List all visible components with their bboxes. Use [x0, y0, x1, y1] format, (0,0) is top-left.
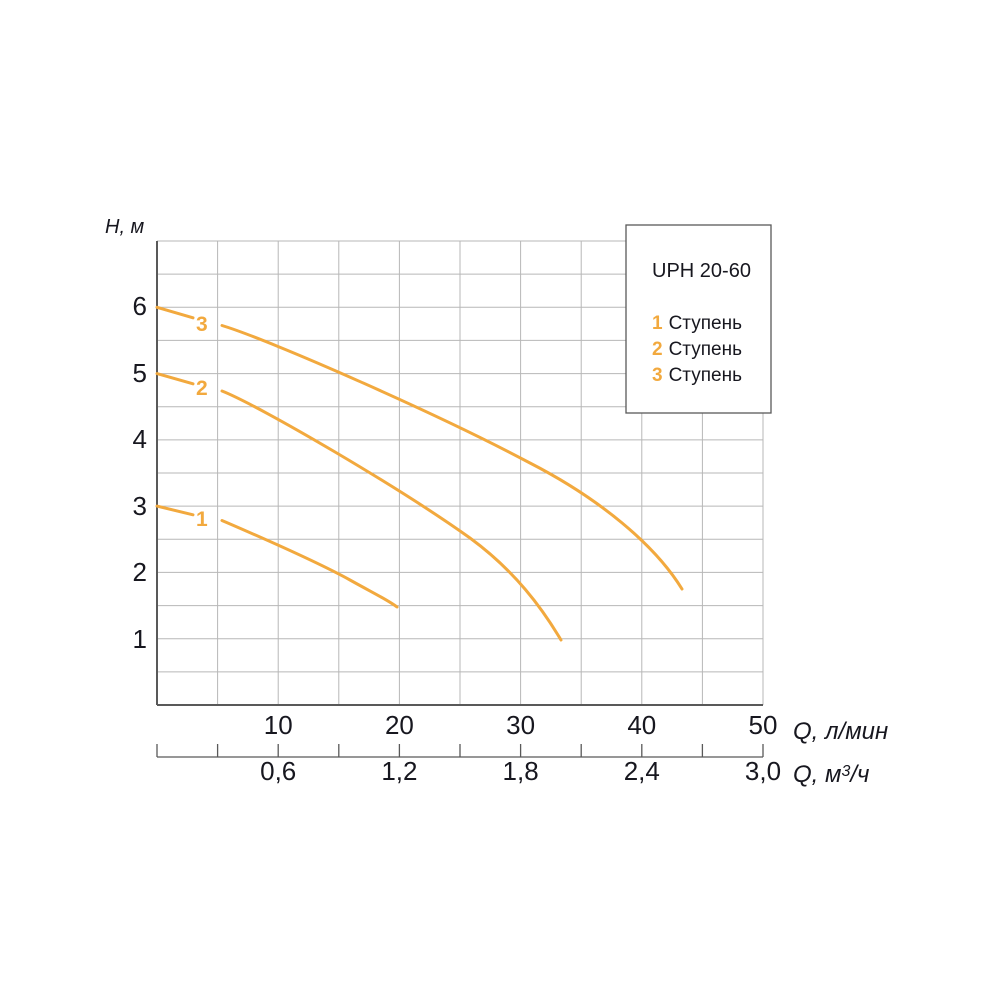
svg-text:1,8: 1,8 — [503, 756, 539, 786]
svg-text:4: 4 — [133, 424, 147, 454]
svg-text:3,0: 3,0 — [745, 756, 781, 786]
svg-text:40: 40 — [627, 710, 656, 740]
svg-text:1: 1 — [133, 624, 147, 654]
svg-text:2: 2 — [133, 557, 147, 587]
svg-text:6: 6 — [133, 291, 147, 321]
svg-text:0,6: 0,6 — [260, 756, 296, 786]
svg-text:5: 5 — [133, 358, 147, 388]
svg-text:Q, л/мин: Q, л/мин — [793, 718, 888, 745]
svg-text:50: 50 — [749, 710, 778, 740]
svg-text:10: 10 — [264, 710, 293, 740]
svg-text:1: 1 — [196, 508, 208, 531]
svg-text:3: 3 — [133, 491, 147, 521]
svg-text:1,2: 1,2 — [381, 756, 417, 786]
svg-text:H, м: H, м — [105, 216, 145, 238]
svg-text:Q, м3/ч: Q, м3/ч — [793, 761, 869, 788]
svg-text:30: 30 — [506, 710, 535, 740]
svg-text:20: 20 — [385, 710, 414, 740]
svg-text:2,4: 2,4 — [624, 756, 660, 786]
svg-text:2: 2 — [196, 377, 208, 400]
svg-text:UPH 20-60: UPH 20-60 — [652, 260, 751, 282]
svg-text:3: 3 — [196, 313, 208, 336]
